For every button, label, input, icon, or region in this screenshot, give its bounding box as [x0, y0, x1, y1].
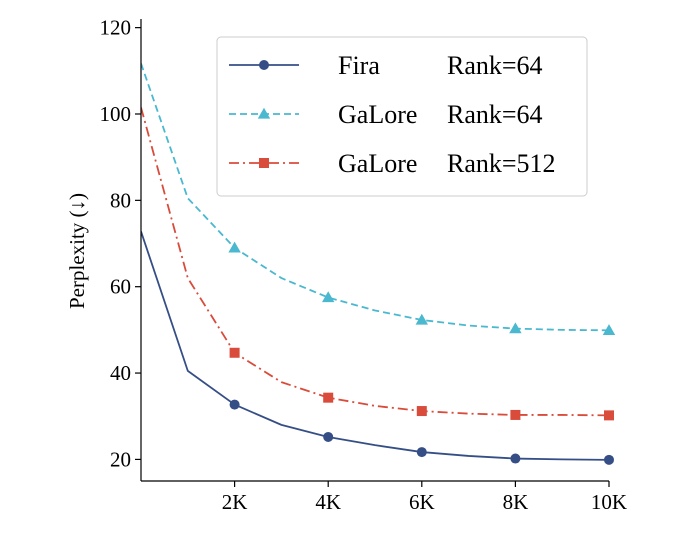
ticks-layer: 2K 4K 6K 8K 10K 20 40 60 80 100 120	[100, 16, 628, 514]
y-axis-label-group: Perplexity (↓)	[65, 193, 89, 309]
legend-series-rank: Rank=64	[447, 51, 543, 80]
data-point	[604, 454, 614, 465]
legend-marker	[259, 158, 269, 168]
data-point	[323, 431, 334, 442]
data-point	[416, 447, 427, 458]
series-line	[141, 107, 610, 417]
legend-marker	[259, 60, 269, 70]
data-point	[415, 313, 428, 325]
legend-frame	[216, 36, 588, 197]
y-tick-label: 20	[110, 447, 131, 471]
legend-series-name: Fira	[338, 51, 380, 80]
x-tick-label: 6K	[409, 490, 435, 514]
y-tick-label: 60	[110, 275, 131, 299]
y-axis-label: Perplexity (↓)	[65, 193, 89, 309]
legend-series-name: GaLore	[338, 149, 417, 178]
series-layer	[141, 63, 616, 465]
series-galore-rank-512	[141, 107, 614, 421]
legend-series-rank: Rank=64	[447, 100, 543, 129]
legend-series-rank: Rank=512	[447, 149, 556, 178]
data-point	[604, 410, 614, 421]
data-point	[416, 406, 427, 417]
data-point	[602, 324, 616, 335]
data-point	[510, 409, 521, 420]
x-tick-label: 10K	[591, 490, 627, 514]
data-point	[322, 291, 335, 303]
series-line	[141, 231, 610, 461]
data-point	[228, 241, 241, 253]
data-point	[509, 322, 522, 334]
y-tick-label: 120	[100, 16, 132, 40]
x-tick-label: 8K	[503, 490, 529, 514]
x-tick-label: 2K	[222, 490, 248, 514]
data-point	[229, 399, 240, 410]
data-point	[323, 392, 334, 403]
y-tick-label: 40	[110, 361, 131, 385]
legend: Fira Rank=64 GaLore Rank=64 GaLore Rank=512	[216, 36, 588, 197]
series-fira-rank-64	[141, 231, 614, 465]
legend-series-name: GaLore	[338, 100, 417, 129]
series-galore-rank-64	[141, 63, 616, 335]
y-tick-label: 80	[110, 188, 131, 212]
y-tick-label: 100	[100, 102, 132, 126]
x-tick-label: 4K	[315, 490, 341, 514]
data-point	[510, 453, 521, 464]
axes-layer	[140, 19, 609, 482]
series-line	[141, 63, 610, 332]
legend-marker	[257, 107, 271, 119]
data-point	[229, 347, 240, 358]
